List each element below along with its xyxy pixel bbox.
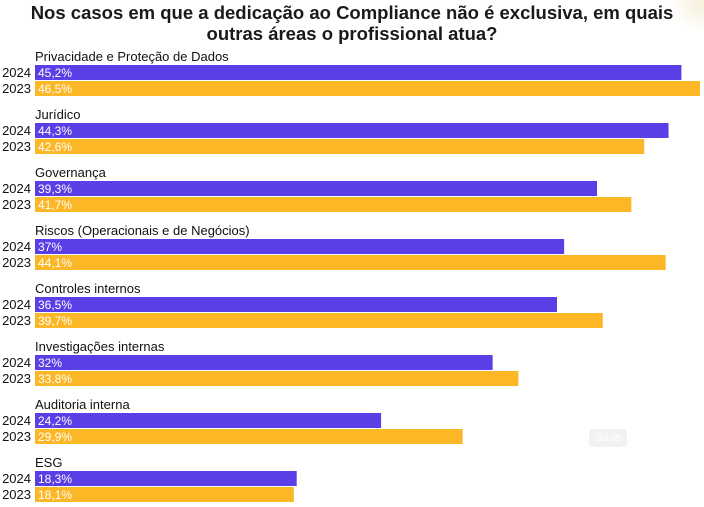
bar-2023 xyxy=(35,313,603,328)
data-label: 37% xyxy=(38,240,62,254)
series-label: 2023 xyxy=(2,313,31,328)
bar-2024 xyxy=(35,65,682,80)
data-label: 44,3% xyxy=(38,124,72,138)
category-label: ESG xyxy=(35,455,62,470)
bar-2023 xyxy=(35,429,463,444)
category-label: Controles internos xyxy=(35,281,141,296)
data-label: 44,1% xyxy=(38,256,72,270)
chart-title-line-2: outras áreas o profissional atua? xyxy=(206,23,498,44)
bar-2023 xyxy=(35,487,294,502)
bar-2024 xyxy=(35,123,669,138)
series-label: 2024 xyxy=(2,123,31,138)
data-label: 46,5% xyxy=(38,82,72,96)
category-label: Jurídico xyxy=(35,107,81,122)
bar-2023 xyxy=(35,81,700,96)
data-label: 33,8% xyxy=(38,372,72,386)
bar-2023 xyxy=(35,255,666,270)
data-label: 32% xyxy=(38,356,62,370)
series-label: 2023 xyxy=(2,197,31,212)
bar-2024 xyxy=(35,181,598,196)
category-label: Privacidade e Proteção de Dados xyxy=(35,49,229,64)
series-label: 2024 xyxy=(2,471,31,486)
corner-decoration xyxy=(664,0,704,30)
data-label: 41,7% xyxy=(38,198,72,212)
series-label: 2024 xyxy=(2,65,31,80)
series-label: 2023 xyxy=(2,429,31,444)
series-label: 2024 xyxy=(2,413,31,428)
data-label: 29,9% xyxy=(38,430,72,444)
data-label: 42,6% xyxy=(38,140,72,154)
bar-2024 xyxy=(35,471,297,486)
series-label: 2024 xyxy=(2,239,31,254)
data-label: 39,3% xyxy=(38,182,72,196)
bar-2023 xyxy=(35,371,519,386)
bar-2024 xyxy=(35,413,382,428)
series-label: 2024 xyxy=(2,297,31,312)
series-label: 2023 xyxy=(2,255,31,270)
data-label: 24,2% xyxy=(38,414,72,428)
data-label: 45,2% xyxy=(38,66,72,80)
category-label: Governança xyxy=(35,165,107,180)
series-label: 2023 xyxy=(2,139,31,154)
bar-2024 xyxy=(35,297,557,312)
series-label: 2024 xyxy=(2,355,31,370)
bar-2023 xyxy=(35,197,632,212)
bar-2023 xyxy=(35,139,645,154)
series-label: 2023 xyxy=(2,487,31,502)
bar-2024 xyxy=(35,355,493,370)
series-label: 2023 xyxy=(2,371,31,386)
category-label: Riscos (Operacionais e de Negócios) xyxy=(35,223,250,238)
bar-2024 xyxy=(35,239,565,254)
chart-title-line-1: Nos casos em que a dedicação ao Complian… xyxy=(30,2,674,23)
category-label: Auditoria interna xyxy=(35,397,130,412)
category-label: Investigações internas xyxy=(35,339,165,354)
data-label: 18,3% xyxy=(38,472,72,486)
series-label: 2024 xyxy=(2,181,31,196)
data-label: 18,1% xyxy=(38,488,72,502)
series-label: 2023 xyxy=(2,81,31,96)
data-label: 39,7% xyxy=(38,314,72,328)
save-button[interactable]: Save xyxy=(589,429,627,447)
chart-title: Nos casos em que a dedicação ao Complian… xyxy=(0,2,704,44)
data-label: 36,5% xyxy=(38,298,72,312)
